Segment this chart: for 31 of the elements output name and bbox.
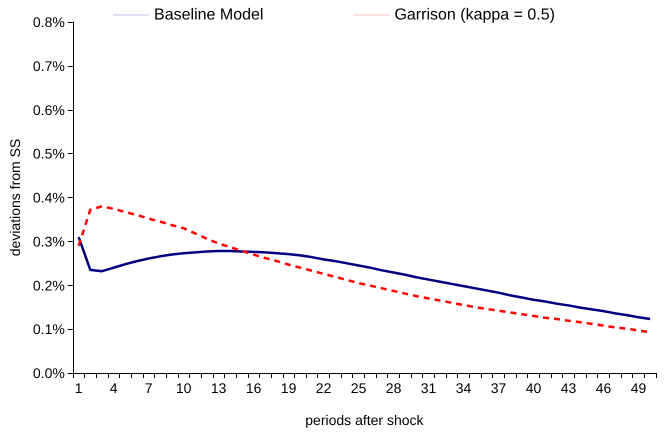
y-axis-title: deviations from SS — [7, 138, 23, 256]
y-tick-label: 0.3% — [32, 233, 65, 250]
x-tick-label: 46 — [596, 380, 612, 396]
y-tick-label: 0.4% — [32, 190, 65, 206]
y-tick-label: 0.8% — [32, 14, 65, 30]
x-axis-title: periods after shock — [305, 412, 425, 428]
x-tick-label: 37 — [490, 380, 507, 396]
x-tick-label: 13 — [210, 380, 227, 396]
x-tick-label: 40 — [526, 380, 542, 396]
x-tick-label: 28 — [386, 380, 402, 396]
legend-label: Baseline Model — [154, 6, 264, 24]
y-tick-label: 0.0% — [32, 365, 65, 381]
y-tick-label: 0.1% — [32, 321, 65, 338]
line-series — [77, 236, 652, 320]
y-tick-label: 0.2% — [32, 277, 65, 294]
x-tick-label: 22 — [316, 380, 332, 396]
x-tick-label: 4 — [110, 380, 118, 396]
x-tick-label: 7 — [144, 380, 153, 396]
x-tick-label: 10 — [176, 380, 192, 396]
y-tick-label: 0.6% — [32, 102, 65, 118]
legend-label: Garrison (kappa = 0.5) — [394, 6, 555, 24]
y-tick-label: 0.5% — [32, 146, 65, 162]
x-tick-label: 49 — [630, 380, 646, 396]
x-tick-label: 31 — [420, 380, 437, 396]
x-tick-label: 25 — [350, 380, 367, 396]
x-tick-label: 19 — [280, 380, 297, 396]
x-tick-label: 1 — [74, 380, 83, 396]
y-tick-label: 0.7% — [32, 58, 65, 74]
x-tick-label: 34 — [456, 380, 472, 396]
x-tick-label: 43 — [560, 380, 577, 396]
x-tick-label: 16 — [246, 380, 262, 396]
